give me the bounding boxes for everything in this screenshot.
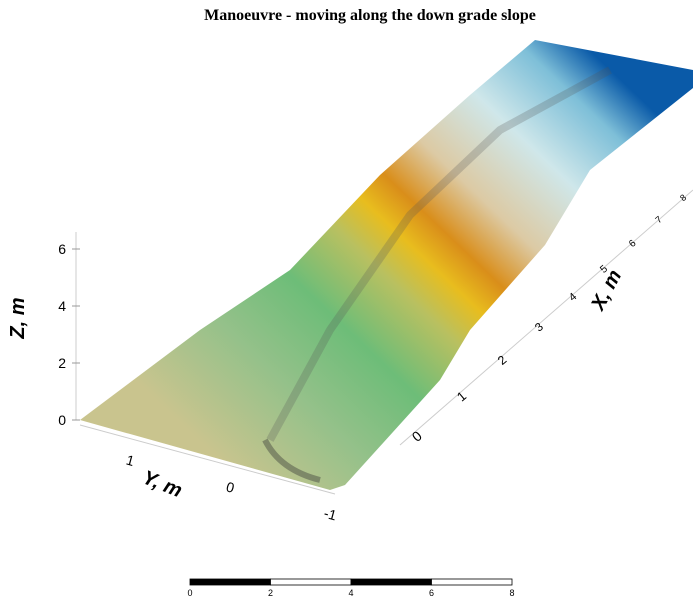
scale-label: 8	[509, 588, 514, 598]
scale-label: 2	[268, 588, 273, 598]
x-tick-label: 3	[533, 320, 546, 334]
y-tick-label: -1	[322, 505, 338, 524]
scale-segment	[271, 579, 352, 585]
scale-segment	[190, 579, 271, 585]
scale-bar: 0 2 4 6 8	[187, 579, 514, 598]
z-tick-label: 4	[58, 298, 66, 314]
scale-segment	[432, 579, 513, 585]
y-axis-label: Y, m	[139, 467, 185, 503]
z-tick-label: 6	[58, 241, 66, 257]
scale-label: 4	[348, 588, 353, 598]
z-tick-label: 0	[58, 412, 66, 428]
x-tick-label: 1	[454, 388, 469, 404]
scale-label: 0	[187, 588, 192, 598]
x-tick-label: 6	[627, 238, 639, 250]
x-tick-label: 2	[495, 353, 509, 368]
scale-segment	[351, 579, 432, 585]
figure: Manoeuvre - moving along the down grade …	[0, 0, 693, 600]
y-tick-label: 1	[124, 452, 136, 470]
z-axis-label: Z, m	[7, 297, 29, 339]
z-tick-label: 2	[58, 355, 66, 371]
title: Manoeuvre - moving along the down grade …	[204, 7, 536, 24]
x-tick-label: 4	[567, 291, 579, 304]
scale-label: 6	[429, 588, 434, 598]
y-tick-label: 0	[224, 478, 236, 496]
